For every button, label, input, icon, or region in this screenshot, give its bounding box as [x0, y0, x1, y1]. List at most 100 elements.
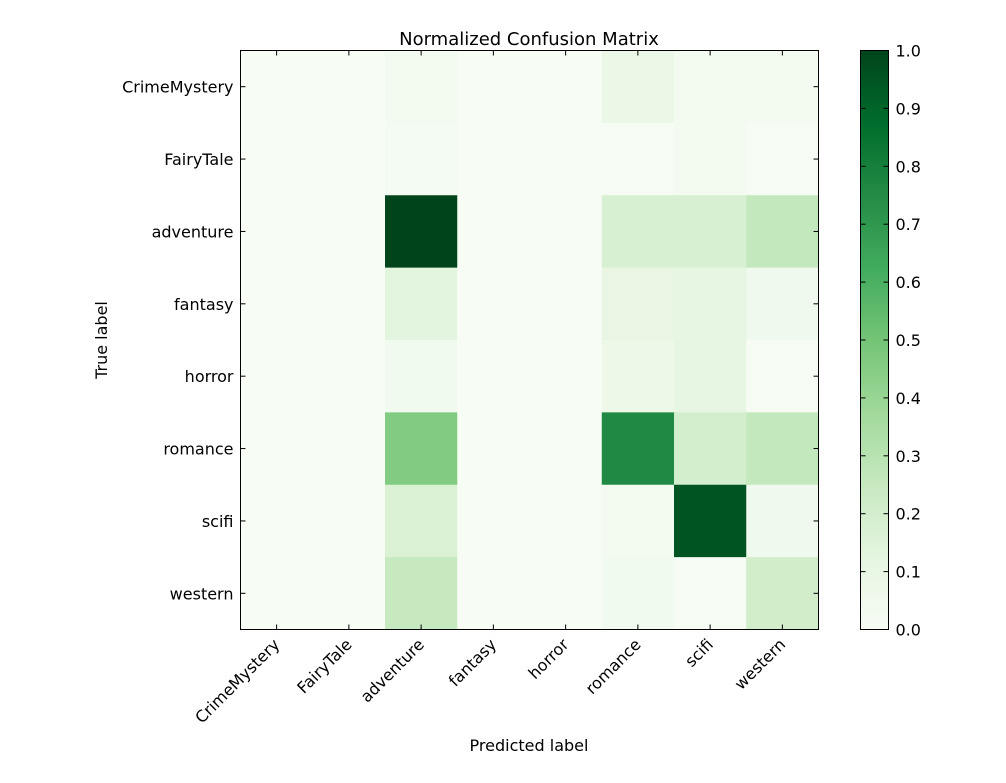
- x-tick-label: western: [731, 635, 790, 694]
- heatmap-cell: [601, 195, 675, 269]
- colorbar-tick-label: 0.0: [896, 621, 921, 640]
- heatmap-cell: [601, 50, 675, 124]
- heatmap-cell: [674, 340, 747, 413]
- heatmap-cell: [674, 412, 747, 486]
- y-tick-label: FairyTale: [164, 150, 233, 169]
- heatmap-cell: [457, 195, 530, 269]
- heatmap-cell: [385, 267, 458, 341]
- heatmap-cell: [746, 557, 819, 630]
- heatmap-cell: [529, 195, 603, 269]
- plot-frame: [240, 50, 819, 630]
- heatmap-cell: [674, 267, 747, 341]
- heatmap-cell: [746, 195, 819, 269]
- colorbar-tick-label: 0.7: [896, 215, 921, 234]
- heatmap-cell: [312, 412, 386, 486]
- x-axis-label: Predicted label: [470, 736, 589, 755]
- heatmap-cell: [529, 557, 603, 630]
- heatmap-cell: [240, 122, 314, 196]
- heatmap-cell: [240, 484, 314, 558]
- heatmap-cell: [674, 484, 747, 558]
- heatmap-cell: [674, 122, 747, 196]
- heatmap-cell: [457, 412, 530, 486]
- heatmap-cell: [601, 122, 675, 196]
- heatmap-cell: [312, 122, 386, 196]
- colorbar-tick-label: 0.9: [896, 99, 921, 118]
- heatmap-cell: [312, 195, 386, 269]
- x-tick-label: horror: [524, 635, 572, 683]
- axis-ticks: [240, 50, 819, 630]
- y-tick-labels: CrimeMystery FairyTale adventure fantasy hor…: [122, 78, 234, 604]
- heatmap-cell: [312, 340, 386, 413]
- y-tick-label: adventure: [152, 222, 234, 241]
- y-tick-label: scifi: [202, 512, 234, 531]
- heatmap-cell: [457, 557, 530, 630]
- x-tick-label: FairyTale: [293, 635, 355, 697]
- heatmap-cell: [385, 340, 458, 413]
- heatmap-cell: [746, 412, 819, 486]
- heatmap-cell: [385, 50, 458, 124]
- y-tick-label: CrimeMystery: [122, 78, 233, 97]
- heatmap-cell: [746, 50, 819, 124]
- colorbar-tick-label: 0.1: [896, 563, 921, 582]
- heatmap-cell: [385, 557, 458, 630]
- heatmap-cell: [529, 412, 603, 486]
- heatmap-cell: [385, 412, 458, 486]
- heatmap-cell: [240, 412, 314, 486]
- x-tick-labels: CrimeMystery FairyTale adventure fantasy hor…: [191, 635, 789, 728]
- heatmap-cell: [674, 50, 747, 124]
- colorbar-tick-label: 0.4: [896, 389, 921, 408]
- heatmap-cell: [240, 195, 314, 269]
- heatmap-cell: [529, 122, 603, 196]
- x-tick-label: fantasy: [445, 635, 500, 690]
- heatmap-cell: [312, 50, 386, 124]
- x-tick-label: adventure: [357, 635, 428, 706]
- colorbar-tick-label: 0.5: [896, 331, 921, 350]
- heatmap-cell: [601, 557, 675, 630]
- heatmap-cell: [457, 122, 530, 196]
- x-tick-label: romance: [582, 635, 645, 698]
- y-axis-label: True label: [92, 301, 111, 380]
- y-tick-label: western: [170, 584, 234, 603]
- heatmap-cell: [674, 195, 747, 269]
- heatmap-cell: [240, 340, 314, 413]
- colorbar-tick-label: 0.8: [896, 157, 921, 176]
- heatmap-cell: [529, 267, 603, 341]
- heatmap-cell: [457, 50, 530, 124]
- heatmap-cell: [601, 412, 675, 486]
- chart-title: Normalized Confusion Matrix: [399, 29, 659, 50]
- heatmap-cell: [385, 122, 458, 196]
- heatmap-cell: [746, 122, 819, 196]
- heatmap-cell: [312, 557, 386, 630]
- heatmap-cell: [529, 340, 603, 413]
- colorbar-tick-label: 0.2: [896, 505, 921, 524]
- heatmap-cell: [312, 484, 386, 558]
- y-tick-label: fantasy: [174, 295, 233, 314]
- heatmap-cell: [385, 484, 458, 558]
- heatmap-cell: [529, 50, 603, 124]
- heatmap-cell: [601, 340, 675, 413]
- heatmap-cell: [240, 50, 314, 124]
- heatmap-cell: [601, 484, 675, 558]
- heatmap-cell: [674, 557, 747, 630]
- heatmap-cell: [457, 484, 530, 558]
- heatmap-cell: [746, 484, 819, 558]
- heatmap-cell: [746, 267, 819, 341]
- heatmap-cell: [746, 340, 819, 413]
- heatmap-cells: [240, 50, 819, 630]
- heatmap-cell: [240, 267, 314, 341]
- y-tick-label: romance: [163, 440, 233, 459]
- heatmap-cell: [240, 557, 314, 630]
- heatmap-cell: [457, 340, 530, 413]
- heatmap-cell: [312, 267, 386, 341]
- heatmap-cell: [601, 267, 675, 341]
- heatmap-cell: [385, 195, 458, 269]
- colorbar-tick-label: 1.0: [896, 42, 921, 61]
- heatmap-cell: [457, 267, 530, 341]
- x-tick-label: scifi: [681, 635, 717, 671]
- colorbar-tick-label: 0.3: [896, 447, 921, 466]
- heatmap-cell: [529, 484, 603, 558]
- colorbar-tick-label: 0.6: [896, 273, 921, 292]
- x-tick-label: CrimeMystery: [191, 635, 283, 727]
- colorbar-ticks: 0.0 0.1 0.2 0.3 0.4 0.5 0.6 0.7 0.8 0.9 1.0: [860, 42, 921, 640]
